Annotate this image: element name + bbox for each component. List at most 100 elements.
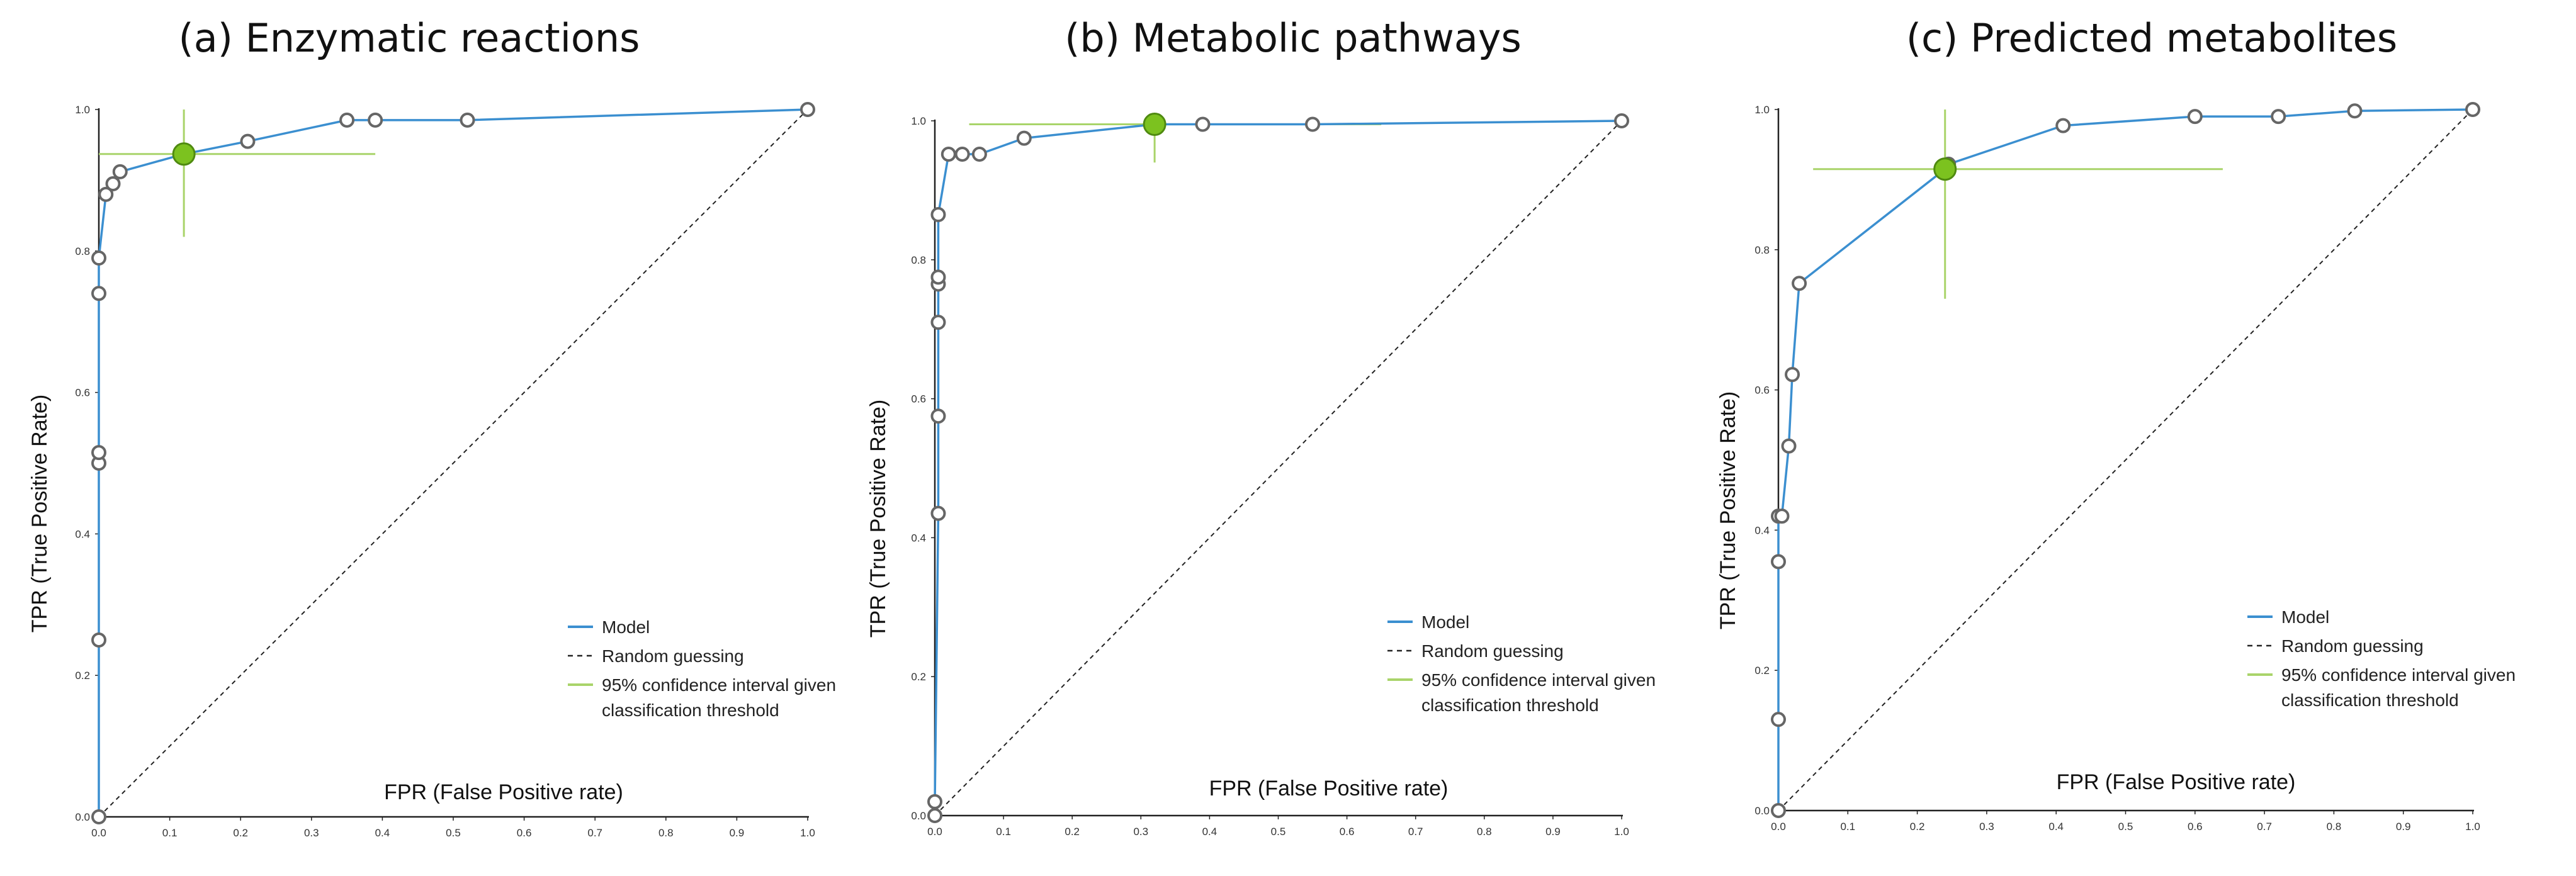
model-data-point <box>1195 116 1211 132</box>
operating-point-marker <box>172 142 196 166</box>
x-tick-label: 0.9 <box>2396 821 2411 833</box>
y-tick-label: 0.0 <box>75 811 90 823</box>
chart-panel-a: (a) Enzymatic reactions 0.0 0.1 0.2 0.3 0.4 0… <box>0 0 859 876</box>
model-data-point <box>2187 109 2203 125</box>
model-data-point <box>927 794 942 809</box>
x-tick-label: 0.0 <box>927 826 942 838</box>
legend-ci-label-line2: classification threshold <box>1421 695 1599 715</box>
x-tick-label: 0.5 <box>1271 826 1286 838</box>
x-tick-label: 0.5 <box>2118 821 2133 833</box>
legend-ci-label: 95% confidence interval given <box>1421 670 1656 690</box>
roc-chart-a: (a) Enzymatic reactions 0.0 0.1 0.2 0.3 0.4 0… <box>28 15 836 839</box>
model-data-point <box>1016 130 1032 146</box>
y-tick-label: 0.8 <box>75 245 90 257</box>
y-tick-label: 0.4 <box>1754 524 1770 536</box>
x-tick-label: 0.4 <box>375 827 390 839</box>
legend-ci-label: 95% confidence interval given <box>2281 665 2516 685</box>
chart-title: (b) Metabolic pathways <box>1065 15 1522 61</box>
x-tick-label: 0.3 <box>1133 826 1148 838</box>
model-data-point <box>930 269 946 285</box>
model-data-point <box>930 315 946 330</box>
legend-random-label: Random guessing <box>602 646 744 666</box>
model-data-point <box>105 176 121 192</box>
y-tick-label: 0.4 <box>911 532 926 544</box>
legend-ci-label: 95% confidence interval given <box>602 675 836 695</box>
x-tick-label: 1.0 <box>1614 826 1629 838</box>
x-tick-label: 1.0 <box>2465 821 2480 833</box>
y-axis-label: TPR (True Positive Rate) <box>1716 391 1740 630</box>
chart-panel-b: (b) Metabolic pathways 0.0 0.1 0.2 0.3 0.4 0.… <box>859 0 1717 876</box>
legend-model-label: Model <box>1421 612 1469 632</box>
y-tick-label: 0.6 <box>911 393 926 405</box>
x-tick-label: 0.6 <box>1340 826 1355 838</box>
y-tick-label: 0.6 <box>1754 385 1770 396</box>
legend-model-label: Model <box>602 617 650 637</box>
random-guessing-line <box>1778 109 2473 811</box>
x-tick-label: 0.8 <box>2327 821 2342 833</box>
x-axis-label: FPR (False Positive rate) <box>384 780 623 804</box>
model-data-point <box>800 102 815 117</box>
x-tick-label: 0.1 <box>162 827 178 839</box>
model-data-point <box>2271 109 2286 125</box>
model-data-point <box>1305 116 1321 132</box>
x-axis-label: FPR (False Positive rate) <box>2057 770 2296 794</box>
y-tick-label: 0.8 <box>911 254 926 266</box>
model-data-point <box>91 809 106 824</box>
y-tick-label: 0.2 <box>1754 665 1770 677</box>
chart-title: (a) Enzymatic reactions <box>179 15 640 61</box>
y-tick-label: 0.0 <box>1754 805 1770 817</box>
model-data-point <box>1785 367 1800 383</box>
x-tick-label: 0.9 <box>1545 826 1561 838</box>
model-data-point <box>1771 712 1786 727</box>
model-data-point <box>112 164 128 179</box>
model-data-point <box>927 808 942 823</box>
roc-chart-c: (c) Predicted metabolites 0.0 0.1 0.2 0.3 0.… <box>1716 15 2516 833</box>
x-tick-label: 0.7 <box>2257 821 2272 833</box>
x-tick-label: 0.6 <box>517 827 532 839</box>
random-guessing-line <box>934 120 1622 816</box>
model-data-point <box>91 250 106 266</box>
x-tick-label: 0.6 <box>2188 821 2203 833</box>
model-data-point <box>941 146 956 162</box>
chart-title: (c) Predicted metabolites <box>1906 15 2397 61</box>
x-tick-label: 0.7 <box>587 827 602 839</box>
model-data-point <box>460 112 475 128</box>
x-tick-label: 1.0 <box>800 827 815 839</box>
x-tick-label: 0.8 <box>658 827 674 839</box>
legend-random-label: Random guessing <box>2281 636 2424 656</box>
y-tick-label: 0.8 <box>1754 244 1770 256</box>
x-tick-label: 0.7 <box>1408 826 1423 838</box>
x-tick-label: 0.2 <box>1910 821 1925 833</box>
x-tick-label: 0.9 <box>730 827 745 839</box>
x-tick-label: 0.5 <box>446 827 461 839</box>
y-tick-label: 0.4 <box>75 528 90 540</box>
x-tick-label: 0.8 <box>1477 826 1492 838</box>
model-data-point <box>1781 438 1797 454</box>
model-data-point <box>1771 803 1786 818</box>
legend-ci-label-line2: classification threshold <box>2281 690 2459 710</box>
x-tick-label: 0.0 <box>1771 821 1786 833</box>
y-tick-label: 0.0 <box>911 810 926 822</box>
x-axis-label: FPR (False Positive rate) <box>1209 777 1449 800</box>
x-tick-label: 0.0 <box>91 827 106 839</box>
x-tick-label: 0.1 <box>996 826 1011 838</box>
y-axis-label: TPR (True Positive Rate) <box>28 395 52 633</box>
x-tick-label: 0.4 <box>1202 826 1217 838</box>
x-tick-label: 0.3 <box>304 827 319 839</box>
y-tick-label: 1.0 <box>1754 104 1770 116</box>
model-data-point <box>368 112 383 128</box>
model-data-point <box>91 286 106 301</box>
y-tick-label: 1.0 <box>911 115 926 127</box>
model-data-point <box>1771 554 1786 570</box>
model-data-point <box>1774 508 1790 524</box>
roc-chart-b: (b) Metabolic pathways 0.0 0.1 0.2 0.3 0.4 0.… <box>866 15 1656 838</box>
model-data-point <box>91 632 106 648</box>
model-data-point <box>98 186 114 202</box>
operating-point-marker <box>1933 157 1957 181</box>
legend-ci-label-line2: classification threshold <box>602 700 779 720</box>
model-data-point <box>2465 102 2480 117</box>
model-data-point <box>1792 276 1807 291</box>
model-data-point <box>2347 103 2363 119</box>
x-tick-label: 0.1 <box>1840 821 1855 833</box>
y-tick-label: 0.2 <box>75 670 90 682</box>
